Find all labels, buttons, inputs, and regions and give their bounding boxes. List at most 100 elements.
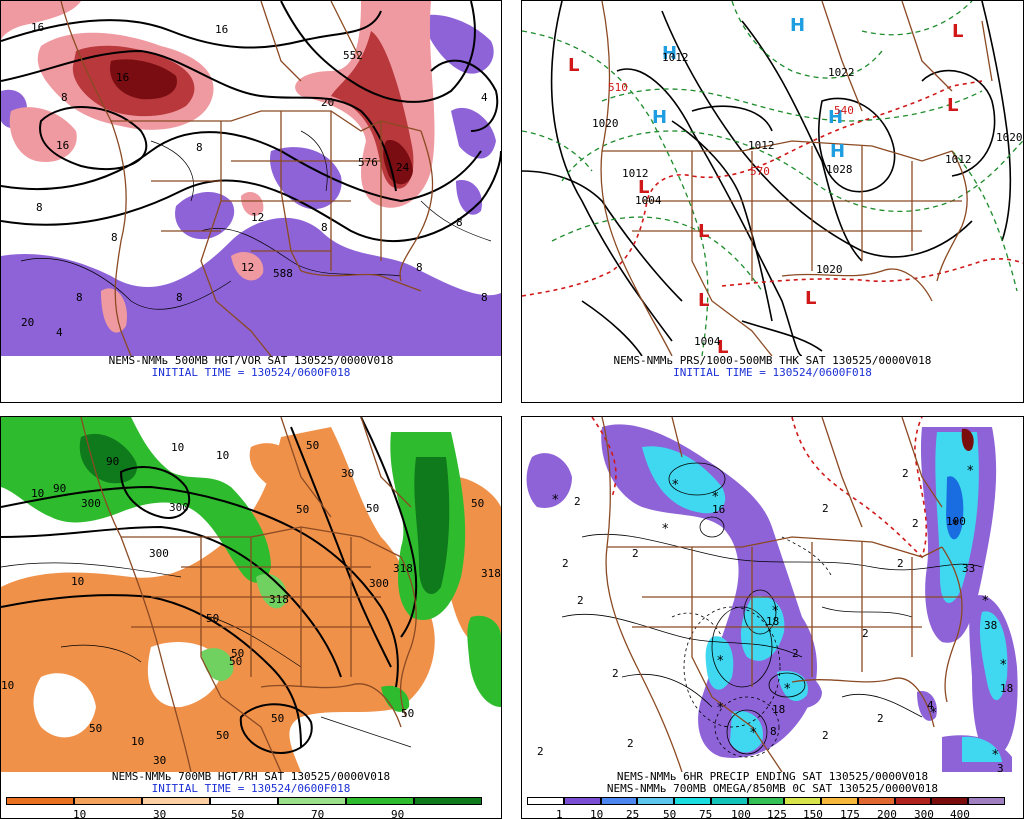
legend-swatch [346, 797, 414, 805]
snow-symbol: * [992, 748, 999, 763]
isobar-label: 1012 [622, 167, 649, 180]
contour-label: 38 [984, 619, 997, 632]
contour-label: 12 [241, 261, 254, 274]
contour-label: 50 [231, 647, 244, 660]
contour-label: 318 [393, 562, 413, 575]
thickness-contours [522, 1, 1023, 356]
legend-tick: 10 [590, 808, 604, 819]
contour-label: 552 [343, 49, 363, 62]
political-boundaries [600, 1, 993, 356]
contour-label: 18 [1000, 682, 1013, 695]
snow-symbol: * [772, 604, 779, 619]
vorticity-positive-areas [1, 1, 435, 333]
contour-label: 2 [897, 557, 904, 570]
high-pressure-marker: H [830, 141, 845, 162]
contour-label: 18 [772, 703, 785, 716]
contour-label: 30 [153, 754, 166, 767]
contour-label: 20 [321, 96, 334, 109]
panel-pressure-thickness: L L L L L L L L H H H H H 1020 1012 1028… [521, 0, 1024, 403]
panel-initial-time: INITIAL TIME = 130524/0600F018 [151, 366, 351, 379]
height-contours [1, 1, 501, 242]
legend-tick: 90 [391, 808, 405, 819]
thickness-label: 510 [608, 81, 628, 94]
contour-label: 2 [574, 495, 581, 508]
thickness-label: 570 [750, 165, 770, 178]
legend-tick: 30 [153, 808, 167, 819]
legend-tick: 300 [914, 808, 934, 819]
contour-label: 50 [471, 497, 484, 510]
legend-swatch [414, 797, 482, 805]
thickness-label: 540 [834, 104, 854, 117]
panel-700mb-rh: 10 10 10 10 10 10 30 30 50 50 50 50 50 5… [0, 416, 502, 819]
precipitation-fill [526, 424, 1018, 772]
contour-label: 50 [401, 707, 414, 720]
snow-symbol: * [717, 654, 724, 669]
legend-swatch [784, 797, 822, 805]
legend-tick: 70 [311, 808, 325, 819]
contour-label: 16 [712, 503, 725, 516]
contour-label: 50 [296, 503, 309, 516]
contour-label: 100 [946, 515, 966, 528]
contour-label: 300 [149, 547, 169, 560]
contour-label: 50 [229, 655, 242, 668]
snow-symbol: * [784, 682, 791, 697]
contour-label: 50 [89, 722, 102, 735]
contour-label: 4 [56, 326, 63, 339]
contour-label: 16 [31, 21, 44, 34]
legend-swatch [931, 797, 969, 805]
contour-label: 3 [997, 762, 1004, 772]
panel-title: NEMS-NMMь 700MB HGT/RH SAT 130525/0000V0… [111, 770, 391, 783]
contour-label: 30 [341, 467, 354, 480]
legend-swatch [747, 797, 785, 805]
contour-label: 24 [396, 161, 410, 174]
legend-swatch [278, 797, 346, 805]
isobar-label: 1004 [694, 335, 721, 348]
contour-label: 10 [1, 679, 14, 692]
low-pressure-marker: L [952, 21, 963, 42]
rh-legend-ticks: 10 30 50 70 90 [1, 808, 501, 819]
map-pressure-thickness: L L L L L L L L H H H H H 1020 1012 1028… [522, 1, 1023, 356]
contour-label: 576 [358, 156, 378, 169]
contour-label: 16 [116, 71, 129, 84]
snow-symbol: * [552, 493, 559, 508]
contour-label: 2 [562, 557, 569, 570]
contour-label: 50 [216, 729, 229, 742]
contour-label: 33 [962, 562, 975, 575]
contour-label: 12 [251, 211, 264, 224]
contour-label: 90 [106, 455, 119, 468]
contour-label: 2 [627, 737, 634, 750]
contour-label: 2 [822, 729, 829, 742]
legend-swatch [894, 797, 932, 805]
contour-label: 8 [196, 141, 203, 154]
contour-label: 8 [176, 291, 183, 304]
legend-tick: 100 [731, 808, 751, 819]
legend-tick: 50 [231, 808, 245, 819]
snow-symbol: * [952, 518, 959, 533]
contour-label: 8 [36, 201, 43, 214]
contour-label: 8 [481, 291, 488, 304]
contour-label: 2 [792, 647, 799, 660]
snow-symbol: * [672, 478, 679, 493]
low-pressure-marker: L [947, 95, 958, 116]
contour-label: 2 [877, 712, 884, 725]
low-pressure-marker: L [717, 337, 728, 356]
freezing-line [522, 80, 1023, 297]
snow-symbol: * [982, 594, 989, 609]
isobar-label: 1022 [828, 66, 855, 79]
contour-label: 300 [81, 497, 101, 510]
legend-swatch [637, 797, 675, 805]
legend-swatch [6, 797, 74, 805]
legend-swatch [710, 797, 748, 805]
snow-symbol: * [750, 726, 757, 741]
isobar-label: 1028 [826, 163, 853, 176]
isobars [522, 1, 1012, 356]
legend-tick: 150 [803, 808, 823, 819]
contour-label: 8 [770, 725, 777, 738]
panel-subtitle: NEMS-NMMь 700MB OMEGA/850MB 0C SAT 13052… [606, 782, 939, 795]
panel-initial-time: INITIAL TIME = 130524/0600F018 [151, 782, 351, 795]
panel-title: NEMS-NMMь PRS/1000-500MB THK SAT 130525/… [613, 354, 932, 367]
legend-tick: 125 [767, 808, 787, 819]
low-pressure-marker: L [698, 290, 709, 311]
isobar-label: 1020 [996, 131, 1023, 144]
panel-title: NEMS-NMMь 6HR PRECIP ENDING SAT 130525/0… [616, 770, 929, 783]
